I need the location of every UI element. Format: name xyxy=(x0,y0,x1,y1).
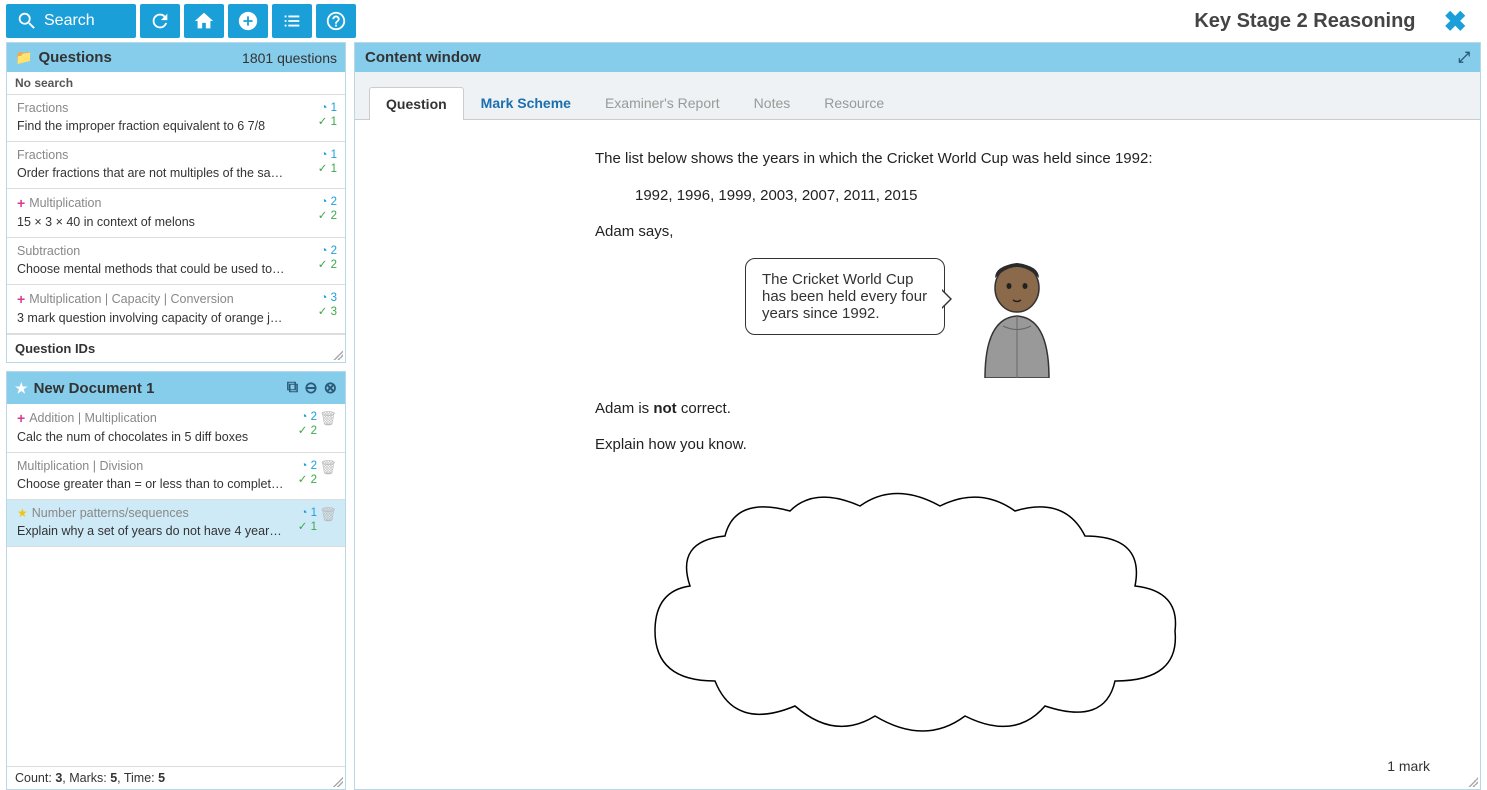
document-panel: ★ New Document 1 ⧉ ⊖ ⊗ +Addition | Multi… xyxy=(6,371,346,790)
document-item[interactable]: ★Number patterns/sequences Explain why a … xyxy=(7,500,345,547)
document-desc: Calc the num of chocolates in 5 diff box… xyxy=(17,430,287,444)
document-item[interactable]: +Addition | Multiplication Calc the num o… xyxy=(7,404,345,453)
question-meta: 11 xyxy=(318,101,337,129)
main-area: 📁 Questions 1801 questions No search Fra… xyxy=(0,42,1487,790)
home-icon xyxy=(193,10,215,32)
question-item[interactable]: +Multiplication 15 × 3 × 40 in context of… xyxy=(7,189,345,238)
tab-resource[interactable]: Resource xyxy=(807,86,901,119)
tab-question[interactable]: Question xyxy=(369,87,464,120)
question-says: Adam says, xyxy=(595,221,1440,244)
content-body: The list below shows the years in which … xyxy=(355,120,1480,789)
search-box[interactable] xyxy=(6,4,136,38)
questions-count: 1801 questions xyxy=(242,50,337,66)
document-meta: 11 xyxy=(298,506,317,534)
tab-mark-scheme[interactable]: Mark Scheme xyxy=(464,86,588,119)
questions-panel-title: Questions xyxy=(38,49,111,66)
refresh-icon xyxy=(149,10,171,32)
content-panel-header: Content window ⤢ xyxy=(355,43,1480,72)
home-button[interactable] xyxy=(184,4,224,38)
page-title: Key Stage 2 Reasoning xyxy=(1194,10,1425,33)
search-input[interactable] xyxy=(44,12,124,30)
document-topic: Multiplication | Division xyxy=(17,459,337,473)
star-icon: ★ xyxy=(17,506,28,520)
document-panel-title: New Document 1 xyxy=(34,380,155,397)
question-topic: Fractions xyxy=(17,101,337,115)
document-topic: +Addition | Multiplication xyxy=(17,410,337,426)
question-ids-field[interactable]: Question IDs xyxy=(7,334,345,362)
question-meta: 11 xyxy=(318,148,337,176)
speech-bubble: The Cricket World Cup has been held ever… xyxy=(745,258,945,335)
list-button[interactable] xyxy=(272,4,312,38)
question-meta: 22 xyxy=(318,195,337,223)
document-meta: 22 xyxy=(298,410,317,438)
search-icon xyxy=(16,10,38,32)
trash-icon[interactable]: 🗑 xyxy=(319,506,337,523)
plus-icon: + xyxy=(17,410,25,426)
add-button[interactable] xyxy=(228,4,268,38)
question-desc: Choose mental methods that could be used… xyxy=(17,262,287,276)
plus-icon: + xyxy=(17,195,25,211)
questions-panel: 📁 Questions 1801 questions No search Fra… xyxy=(6,42,346,363)
close-panel-icon[interactable]: ⊗ xyxy=(324,378,337,398)
sidebar: 📁 Questions 1801 questions No search Fra… xyxy=(6,42,346,790)
document-desc: Explain why a set of years do not have 4… xyxy=(17,524,287,538)
question-topic: +Multiplication xyxy=(17,195,337,211)
plus-icon: + xyxy=(17,291,25,307)
person-illustration xyxy=(965,258,1070,378)
minimize-icon[interactable]: ⊖ xyxy=(304,378,317,398)
open-external-icon[interactable]: ⧉ xyxy=(287,379,298,397)
content-panel: Content window ⤢ Question Mark Scheme Ex… xyxy=(354,42,1481,790)
refresh-button[interactable] xyxy=(140,4,180,38)
document-panel-header: ★ New Document 1 ⧉ ⊖ ⊗ xyxy=(7,372,345,404)
plus-circle-icon xyxy=(237,10,259,32)
question-item[interactable]: Fractions Order fractions that are not mu… xyxy=(7,142,345,189)
top-toolbar: Key Stage 2 Reasoning ✖ xyxy=(0,0,1487,42)
tab-notes[interactable]: Notes xyxy=(737,86,808,119)
document-meta: 22 xyxy=(298,459,317,487)
document-topic: ★Number patterns/sequences xyxy=(17,506,337,520)
document-footer: Count: 3, Marks: 5, Time: 5 xyxy=(7,766,345,789)
question-desc: Find the improper fraction equivalent to… xyxy=(17,119,287,133)
expand-icon[interactable]: ⤢ xyxy=(1458,49,1470,66)
answer-cloud xyxy=(635,481,1195,741)
content-tabs: Question Mark Scheme Examiner's Report N… xyxy=(355,72,1480,120)
list-icon xyxy=(281,10,303,32)
question-meta: 22 xyxy=(318,244,337,272)
tab-examiner-report[interactable]: Examiner's Report xyxy=(588,86,737,119)
question-item[interactable]: +Multiplication | Capacity | Conversion3… xyxy=(7,285,345,334)
document-list: +Addition | Multiplication Calc the num o… xyxy=(7,404,345,766)
question-desc: Order fractions that are not multiples o… xyxy=(17,166,287,180)
question-meta: 33 xyxy=(318,291,337,319)
document-desc: Choose greater than = or less than to co… xyxy=(17,477,287,491)
question-topic: +Multiplication | Capacity | Conversion xyxy=(17,291,337,307)
question-desc: 15 × 3 × 40 in context of melons xyxy=(17,215,287,229)
question-item[interactable]: Subtraction Choose mental methods that co… xyxy=(7,238,345,285)
question-explain: Explain how you know. xyxy=(595,434,1440,457)
question-item[interactable]: Fractions Find the improper fraction equi… xyxy=(7,95,345,142)
folder-icon: 📁 xyxy=(15,49,32,66)
trash-icon[interactable]: 🗑 xyxy=(319,459,337,476)
speech-wrap: The Cricket World Cup has been held ever… xyxy=(745,258,1440,378)
document-item[interactable]: Multiplication | Division Choose greater … xyxy=(7,453,345,500)
no-search-label: No search xyxy=(7,72,345,95)
question-desc: 3 mark question involving capacity of or… xyxy=(17,311,287,325)
questions-list: Fractions Find the improper fraction equi… xyxy=(7,95,345,334)
help-icon xyxy=(325,10,347,32)
question-topic: Fractions xyxy=(17,148,337,162)
star-icon: ★ xyxy=(15,380,28,397)
mark-label: 1 mark xyxy=(595,758,1440,774)
question-topic: Subtraction xyxy=(17,244,337,258)
content-panel-title: Content window xyxy=(365,49,481,66)
questions-panel-header: 📁 Questions 1801 questions xyxy=(7,43,345,72)
help-button[interactable] xyxy=(316,4,356,38)
question-years: 1992, 1996, 1999, 2003, 2007, 2011, 2015 xyxy=(595,185,1440,208)
close-button[interactable]: ✖ xyxy=(1430,5,1481,38)
question-intro: The list below shows the years in which … xyxy=(595,148,1440,171)
question-not-correct: Adam is not correct. xyxy=(595,398,1440,421)
trash-icon[interactable]: 🗑 xyxy=(319,410,337,427)
